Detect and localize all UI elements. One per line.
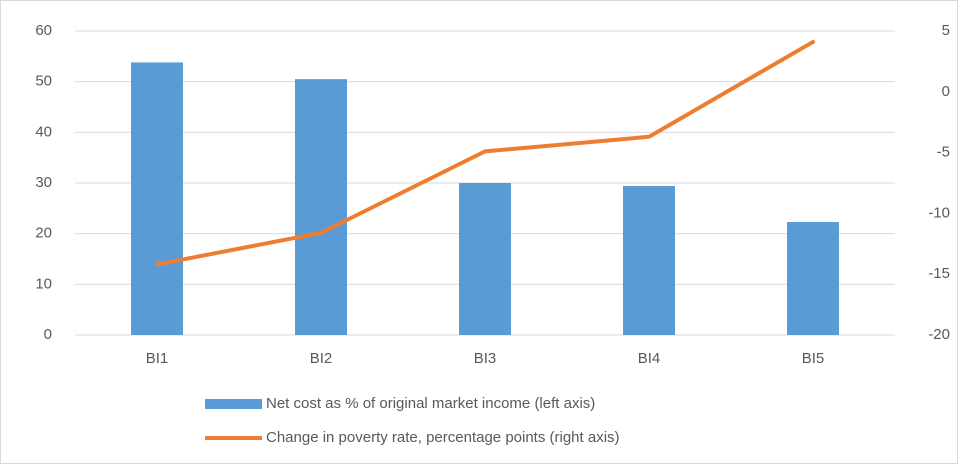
y-tick-label: 10 <box>35 275 52 292</box>
y2-tick-label: 0 <box>942 83 950 100</box>
legend-swatch <box>205 399 262 409</box>
bar <box>295 79 347 335</box>
y2-tick-label: -5 <box>937 144 950 161</box>
y2-tick-label: -15 <box>928 265 950 282</box>
y2-tick-label: -20 <box>928 326 950 343</box>
y-tick-label: 50 <box>35 73 52 90</box>
x-tick-label: BI2 <box>310 350 333 367</box>
line <box>155 39 815 267</box>
y2-tick-label: 5 <box>942 22 950 39</box>
x-tick-label: BI4 <box>638 350 661 367</box>
bar <box>459 183 511 335</box>
bar <box>787 222 839 335</box>
y-tick-label: 0 <box>44 326 52 343</box>
y-tick-label: 30 <box>35 174 52 191</box>
legend-label: Net cost as % of original market income … <box>266 395 595 412</box>
bar <box>623 186 675 335</box>
bar <box>131 62 183 336</box>
legend-label: Change in poverty rate, percentage point… <box>266 429 620 446</box>
x-tick-label: BI3 <box>474 350 497 367</box>
y-tick-label: 60 <box>35 22 52 39</box>
y-tick-label: 40 <box>35 123 52 140</box>
y2-tick-label: -10 <box>928 204 950 221</box>
x-tick-label: BI5 <box>802 350 825 367</box>
x-tick-label: BI1 <box>146 350 169 367</box>
y-tick-label: 20 <box>35 225 52 242</box>
